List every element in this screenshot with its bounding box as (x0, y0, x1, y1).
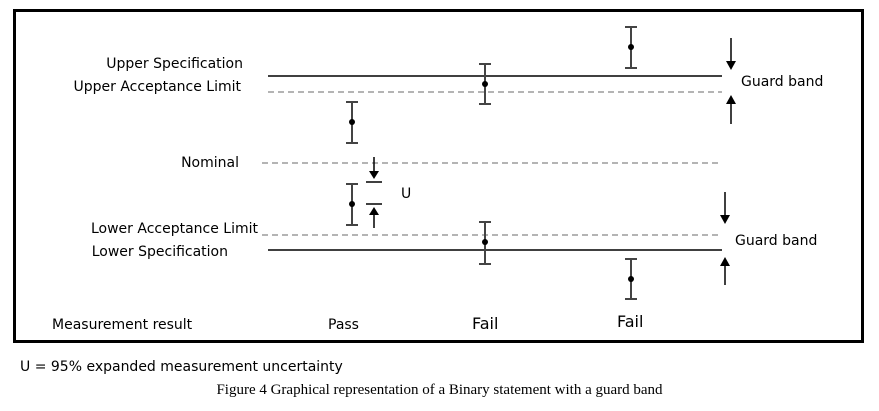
point-fail-outside-lower (628, 276, 634, 282)
point-fail-lower (482, 239, 488, 245)
point-fail-upper (482, 81, 488, 87)
uncertainty-indicator (366, 157, 382, 228)
measurement-result-label: Measurement result (52, 317, 193, 333)
guard-band-bottom-arrows (720, 192, 730, 285)
result-fail-1: Fail (472, 314, 499, 333)
figure-caption: Figure 4 Graphical representation of a B… (216, 382, 663, 398)
guard-band-top-arrows (726, 38, 736, 124)
upper-acceptance-limit-label: Upper Acceptance Limit (73, 79, 241, 95)
lower-acceptance-limit-label: Lower Acceptance Limit (90, 221, 258, 237)
point-pass-lower (349, 201, 355, 207)
upper-specification-label: Upper Specification (106, 56, 243, 72)
lower-specification-label: Lower Specification (91, 244, 228, 260)
point-pass-upper (349, 119, 355, 125)
nominal-label: Nominal (181, 155, 239, 171)
uncertainty-label: U (401, 186, 412, 202)
footnote: U = 95% expanded measurement uncertainty (20, 359, 343, 375)
guard-band-top-label: Guard band (741, 74, 824, 90)
diagram-frame (13, 9, 864, 343)
result-pass: Pass (328, 317, 359, 333)
result-fail-2: Fail (617, 312, 644, 331)
point-fail-outside-upper (628, 44, 634, 50)
guard-band-bottom-label: Guard band (735, 233, 818, 249)
